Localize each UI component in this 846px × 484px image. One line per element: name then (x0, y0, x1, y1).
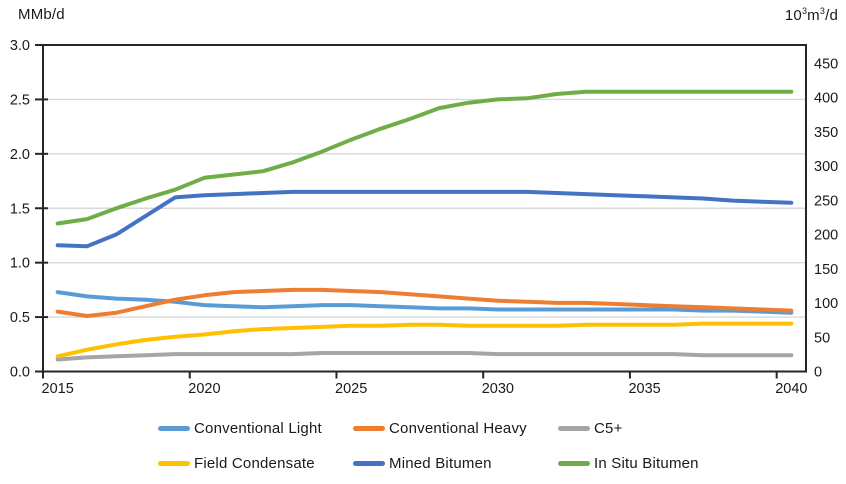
series-line-field-condensate (55, 321, 794, 359)
right-axis-title-sup: 3 (801, 6, 808, 16)
series-line-in-situ-bitumen (55, 89, 794, 226)
series-line-conventional-light (55, 290, 794, 315)
x-axis-tick-label: 2040 (775, 381, 807, 397)
right-axis-tick-label: 400 (814, 91, 838, 107)
legend-label-conventional-heavy: Conventional Heavy (389, 420, 527, 437)
legend-swatch-mined-bitumen (353, 461, 385, 466)
series-lines-group (55, 89, 794, 362)
legend-item-field-condensate: Field Condensate (158, 455, 315, 472)
legend-item-conventional-light: Conventional Light (158, 420, 322, 437)
right-axis-tick-label: 0 (814, 365, 822, 381)
tick-marks-group (35, 44, 778, 379)
plot-canvas: 3.0 2.5 2.0 1.5 1.0 0.5 0.0 450 400 350 300 250 200 1… (10, 38, 838, 397)
right-axis-tick-label: 450 (814, 56, 838, 72)
legend-label-mined-bitumen: Mined Bitumen (389, 455, 492, 472)
right-axis-title: 103m3/d (785, 6, 838, 24)
legend-label-c5-plus: C5+ (594, 420, 623, 437)
left-axis-title-text: MMb/d (18, 6, 65, 23)
y-axis-tick-label: 1.0 (10, 256, 30, 272)
legend-label-conventional-light: Conventional Light (194, 420, 322, 437)
legend-swatch-conventional-light (158, 426, 190, 431)
series-line-mined-bitumen (55, 189, 794, 249)
y-axis-tick-label: 0.5 (10, 310, 30, 326)
legend-item-c5-plus: C5+ (558, 420, 623, 437)
right-axis-title-base: /d (825, 7, 838, 24)
right-axis-tick-label: 150 (814, 262, 838, 278)
right-axis-tick-label: 350 (814, 125, 838, 141)
series-line-conventional-heavy (55, 287, 794, 318)
y-axis-tick-label: 1.5 (10, 201, 30, 217)
legend-label-in-situ-bitumen: In Situ Bitumen (594, 455, 699, 472)
y-axis-tick-label: 3.0 (10, 38, 30, 54)
legend-swatch-field-condensate (158, 461, 190, 466)
right-axis-title-base: m (807, 7, 820, 24)
gridlines-group (43, 98, 806, 318)
x-axis-tick-label: 2030 (482, 381, 514, 397)
y-axis-tick-label: 0.0 (10, 365, 30, 381)
series-line-c5-plus (55, 351, 794, 362)
legend-swatch-in-situ-bitumen (558, 461, 590, 466)
left-axis-title: MMb/d (18, 6, 65, 23)
legend-swatch-conventional-heavy (353, 426, 385, 431)
right-axis-title-base: 10 (784, 7, 802, 24)
y-axis-tick-label: 2.0 (10, 147, 30, 163)
right-axis-tick-label: 100 (814, 296, 838, 312)
right-axis-title-sup: 3 (819, 6, 826, 16)
y-axis-tick-label: 2.5 (10, 92, 30, 108)
x-axis-tick-label: 2035 (628, 381, 660, 397)
x-axis-tick-label: 2025 (335, 381, 367, 397)
legend-label-field-condensate: Field Condensate (194, 455, 315, 472)
right-axis-tick-label: 50 (814, 330, 830, 346)
legend-item-in-situ-bitumen: In Situ Bitumen (558, 455, 699, 472)
x-axis-tick-label: 2020 (188, 381, 220, 397)
right-axis-tick-label: 250 (814, 193, 838, 209)
tick-labels-group: 3.0 2.5 2.0 1.5 1.0 0.5 0.0 450 400 350 300 250 200 1… (10, 38, 838, 397)
legend-item-conventional-heavy: Conventional Heavy (353, 420, 527, 437)
legend-item-mined-bitumen: Mined Bitumen (353, 455, 492, 472)
right-axis-tick-label: 200 (814, 228, 838, 244)
legend-swatch-c5-plus (558, 426, 590, 431)
right-axis-tick-label: 300 (814, 159, 838, 175)
x-axis-tick-label: 2015 (42, 381, 74, 397)
